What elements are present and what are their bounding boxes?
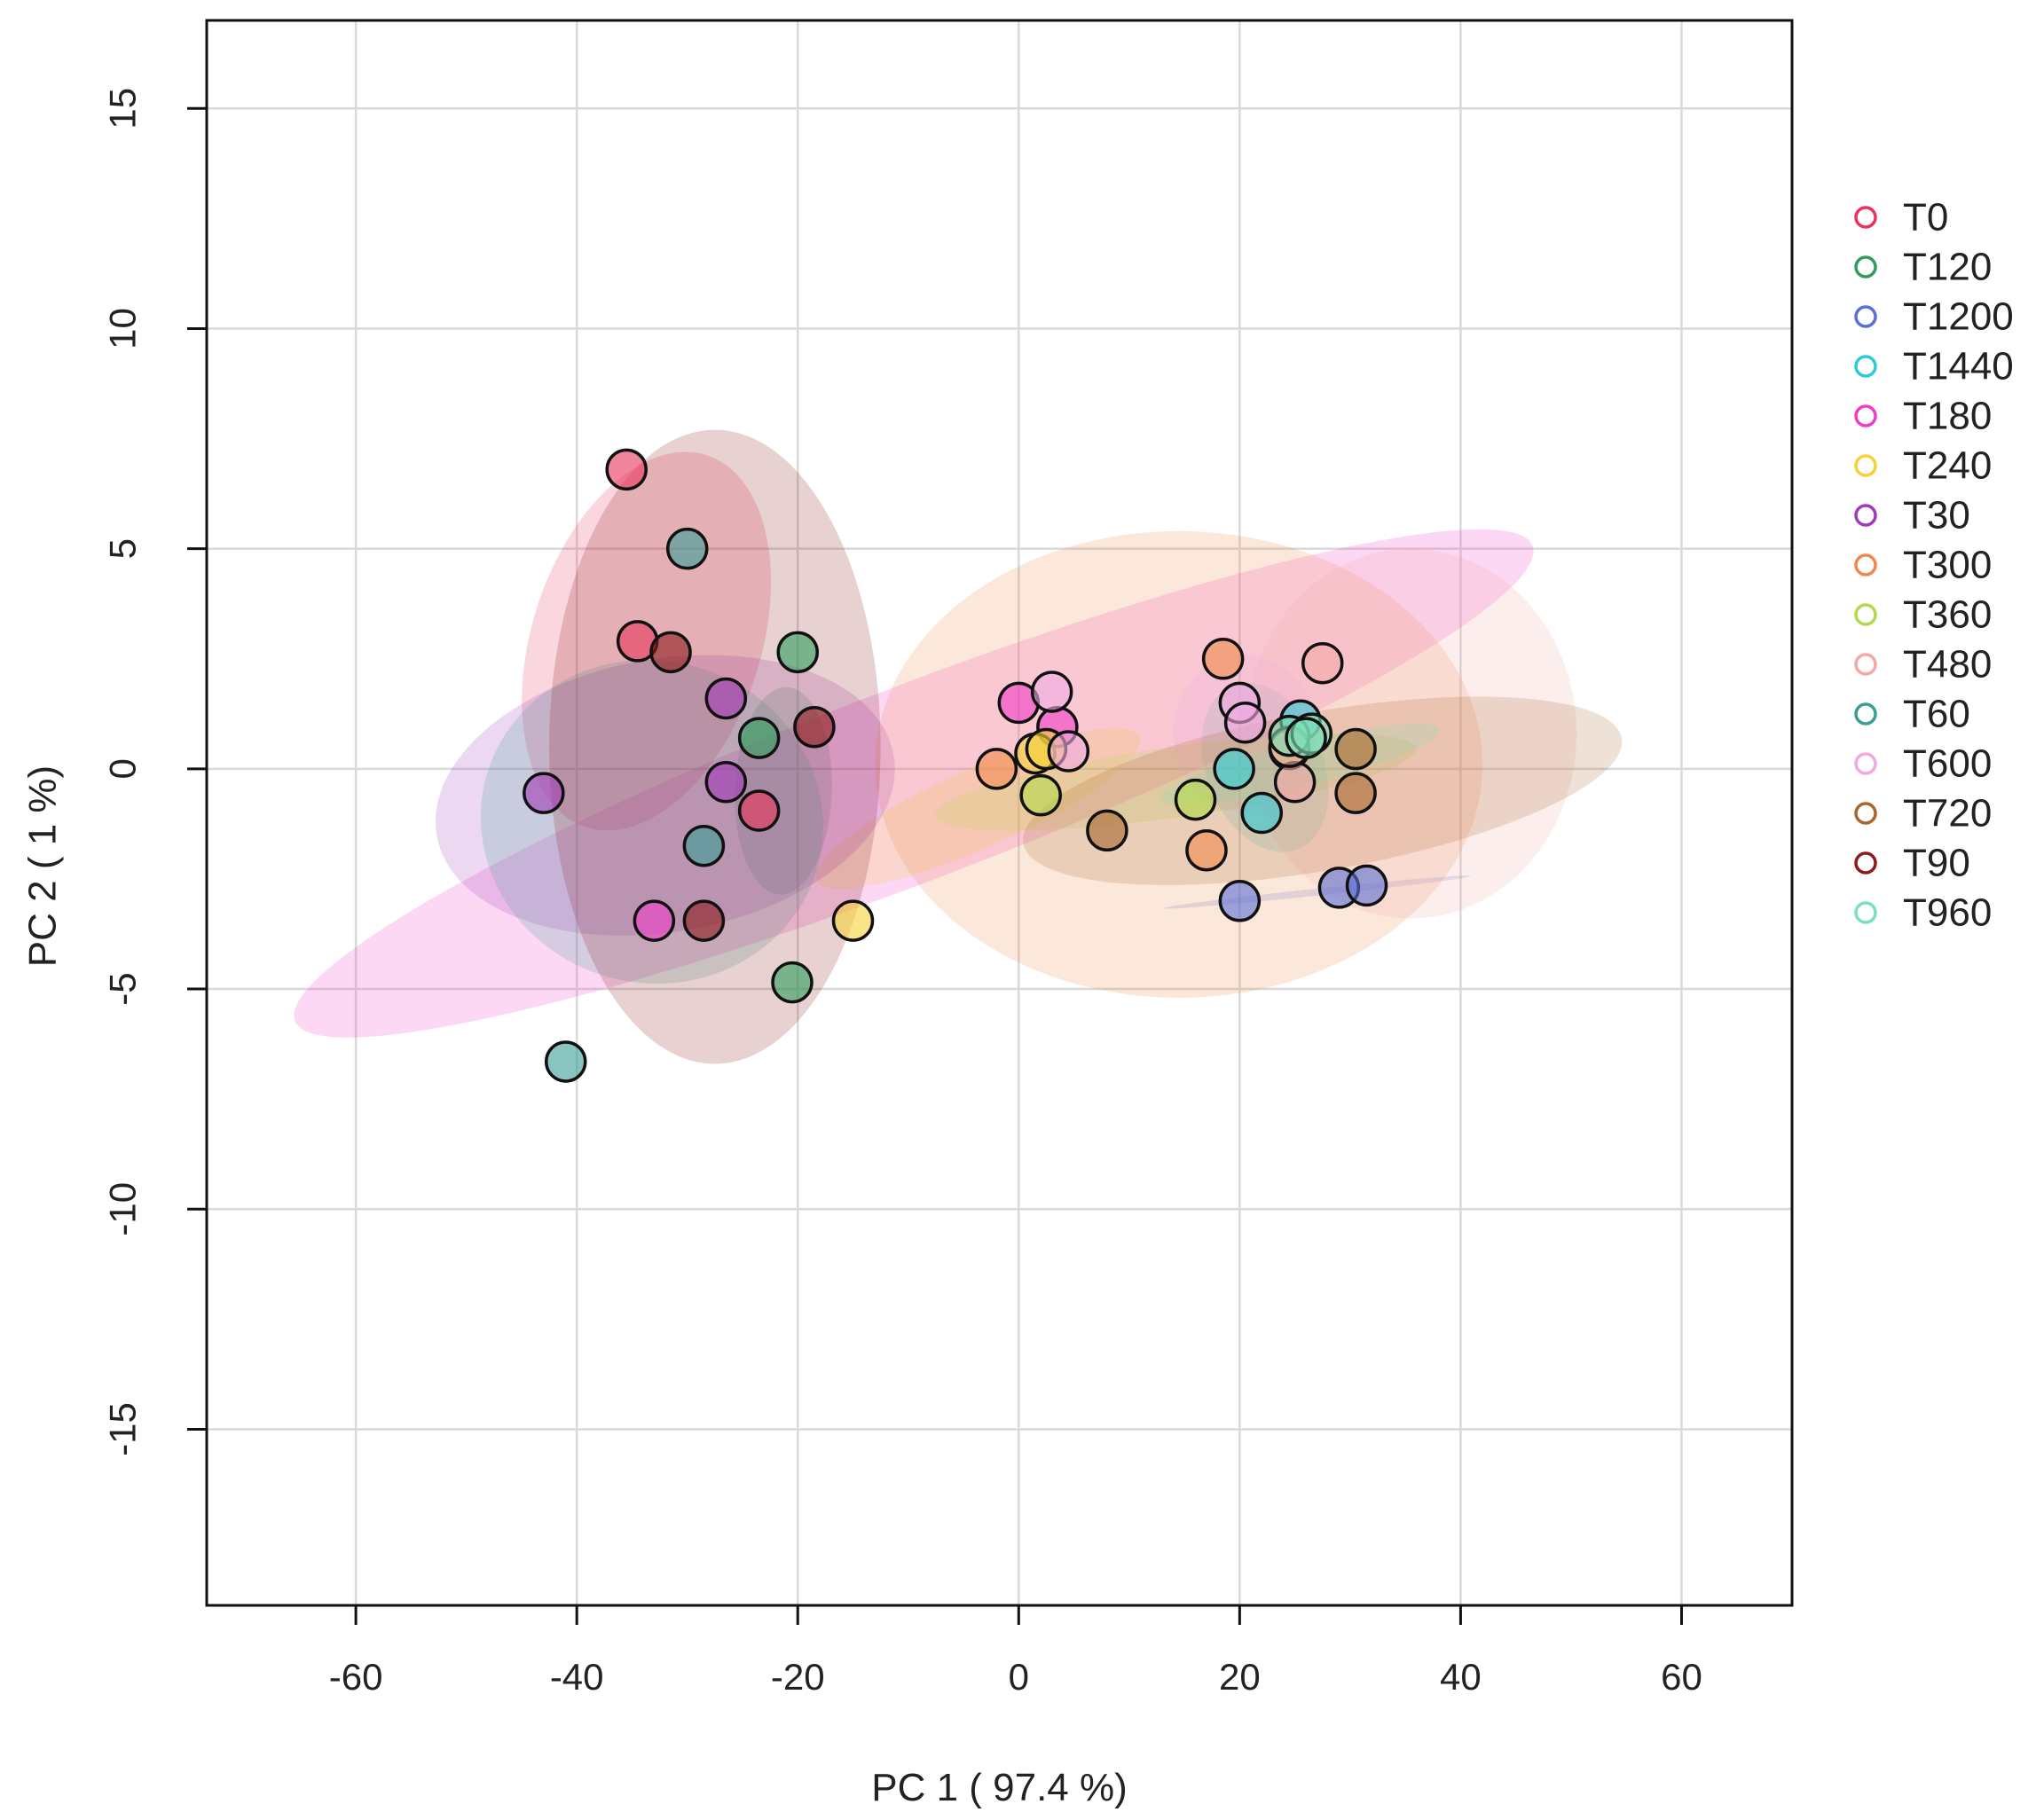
legend-label-T960: T960 [1903, 891, 1992, 935]
legend-marker-T360 [1854, 603, 1877, 626]
point-T90-0 [649, 631, 692, 674]
legend-label-T720: T720 [1903, 792, 1992, 835]
legend-label-T30: T30 [1903, 494, 1970, 537]
point-T30-1 [704, 677, 748, 720]
point-T1440-1 [1213, 748, 1255, 790]
legend-label-T480: T480 [1903, 643, 1992, 686]
x-axis: -60 -40 -20 0 20 40 60 [329, 1605, 1702, 1698]
point-T180-2 [633, 899, 676, 942]
legend-marker-T240 [1854, 454, 1877, 477]
legend-marker-T60 [1854, 702, 1877, 726]
y-tick-label-6: -15 [102, 1402, 144, 1456]
legend-marker-T1440 [1854, 355, 1877, 378]
y-tick-label-4: -5 [102, 972, 144, 1005]
legend-marker-T90 [1854, 851, 1877, 875]
ellipse-T480 [1245, 548, 1577, 919]
x-tick-label-6: 60 [1661, 1656, 1702, 1698]
point-T120-0 [776, 631, 819, 674]
point-T600-3 [1223, 701, 1267, 744]
legend-marker-T600 [1854, 752, 1877, 775]
x-tick-label-3: 0 [1009, 1656, 1029, 1698]
point-T240-2 [831, 899, 875, 942]
point-T90-1 [682, 899, 726, 942]
point-T0-2 [737, 789, 781, 832]
point-T300-1 [1201, 638, 1245, 680]
point-T720-2 [1334, 772, 1377, 814]
point-T120-1 [737, 717, 781, 759]
y-tick-label-0: 15 [102, 88, 144, 129]
y-tick-label-1: 10 [102, 308, 144, 349]
x-tick-label-0: -60 [329, 1656, 383, 1698]
legend-label-T240: T240 [1903, 444, 1992, 488]
plot-frame [205, 19, 1794, 1607]
legend-label-T60: T60 [1903, 693, 1970, 736]
point-T480-0 [1301, 641, 1344, 685]
point-T90-2 [793, 705, 836, 749]
point-T720-1 [1334, 727, 1377, 771]
x-axis-title: PC 1 ( 97.4 %) [871, 1766, 1128, 1809]
y-tick-label-5: -10 [102, 1182, 144, 1236]
legend-label-T1440: T1440 [1903, 345, 2014, 388]
point-T30-0 [523, 772, 565, 814]
ellipse-T720 [1023, 696, 1623, 885]
point-T30-2 [704, 761, 748, 804]
point-T600-0 [1030, 671, 1073, 713]
point-T360-0 [1019, 773, 1062, 817]
legend-label-T600: T600 [1903, 742, 1992, 786]
point-T360-1 [1174, 778, 1217, 821]
legend-label-T0: T0 [1903, 196, 1948, 239]
legend-marker-T720 [1854, 802, 1877, 825]
legend-marker-T480 [1854, 653, 1877, 676]
point-T1200-2 [1345, 864, 1388, 907]
data-points [523, 448, 1388, 1083]
point-T60-2 [544, 1040, 587, 1083]
legend-marker-T0 [1854, 206, 1877, 229]
point-T480-1 [1273, 761, 1317, 804]
point-T60-0 [665, 527, 709, 570]
y-axis: 15 10 5 0 -5 -10 -15 [102, 88, 207, 1456]
legend-marker-T1200 [1854, 305, 1877, 328]
point-T120-2 [771, 961, 814, 1004]
point-T600-1 [1047, 730, 1090, 773]
legend-marker-T180 [1854, 404, 1877, 428]
legend-label-T300: T300 [1903, 544, 1992, 587]
point-T1200-0 [1218, 880, 1262, 922]
point-T300-2 [1185, 828, 1228, 872]
legend-marker-T960 [1854, 901, 1877, 924]
point-T0-0 [605, 448, 648, 491]
legend-label-T90: T90 [1903, 842, 1970, 885]
x-tick-label-1: -40 [550, 1656, 604, 1698]
x-tick-label-2: -20 [771, 1656, 825, 1698]
point-T720-0 [1086, 809, 1128, 852]
point-T1440-2 [1240, 791, 1284, 835]
point-T300-0 [975, 748, 1018, 790]
legend: T0 T120 T1200 T1440 T180 T240 T30 T300 T360 T480 T… [1854, 196, 2014, 935]
ellipse-T60 [480, 659, 823, 984]
legend-label-T1200: T1200 [1903, 295, 2014, 339]
point-T60-1 [682, 824, 726, 867]
ellipse-T90 [549, 429, 881, 1064]
y-axis-title: PC 2 ( 1 %) [21, 765, 65, 967]
x-tick-label-4: 20 [1219, 1656, 1261, 1698]
legend-marker-T120 [1854, 255, 1877, 278]
point-T960-2 [1285, 717, 1327, 759]
legend-marker-T30 [1854, 504, 1877, 527]
legend-label-T180: T180 [1903, 395, 1992, 438]
legend-label-T120: T120 [1903, 246, 1992, 289]
ellipse-T30 [435, 655, 895, 936]
x-tick-label-5: 40 [1440, 1656, 1482, 1698]
legend-label-T360: T360 [1903, 593, 1992, 637]
legend-marker-T300 [1854, 553, 1877, 577]
y-tick-label-2: 5 [102, 538, 144, 559]
y-tick-label-3: 0 [102, 758, 144, 779]
